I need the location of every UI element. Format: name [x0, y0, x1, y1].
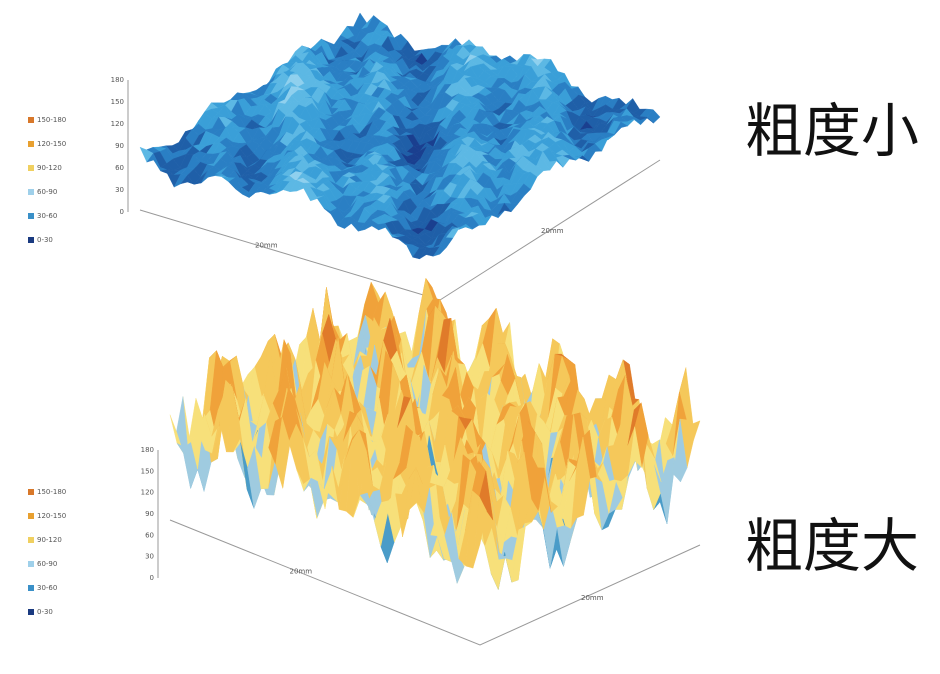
panel-label: 粗度小: [745, 97, 919, 165]
legend-label: 0-30: [37, 236, 53, 244]
legend-label: 60-90: [37, 560, 57, 568]
legend-swatch: [28, 609, 34, 615]
page: {"panels": [ {"label": "粗度小", "legend": …: [0, 0, 940, 674]
legend-swatch: [28, 237, 34, 243]
legend-swatch: [28, 513, 34, 519]
legend-label: 0-30: [37, 608, 53, 616]
z-tick-label: 0: [120, 208, 124, 216]
figure: 0 30 60 90 120 150 180 20mm 20mm 150-180 120-150 90…: [0, 0, 940, 674]
legend-label: 60-90: [37, 188, 57, 196]
z-tick-label: 150: [141, 467, 154, 475]
surface-plot: 0 30 60 90 120 150 180 20mm 20mm 150-180 120-150 90…: [28, 278, 919, 645]
legend-swatch: [28, 489, 34, 495]
legend-swatch: [28, 141, 34, 147]
z-tick-label: 180: [141, 446, 154, 454]
z-tick-label: 120: [141, 489, 154, 497]
z-tick-label: 0: [150, 574, 154, 582]
legend-label: 90-120: [37, 536, 62, 544]
legend-label: 30-60: [37, 212, 57, 220]
legend-swatch: [28, 561, 34, 567]
legend-swatch: [28, 165, 34, 171]
legend-swatch: [28, 537, 34, 543]
legend-label: 30-60: [37, 584, 57, 592]
axis-label: 20mm: [255, 242, 278, 250]
z-tick-label: 90: [115, 142, 124, 150]
axis-label: 20mm: [290, 567, 313, 575]
panel-label: 粗度大: [745, 512, 919, 580]
legend-label: 150-180: [37, 488, 66, 496]
z-tick-label: 30: [115, 186, 124, 194]
legend-label: 150-180: [37, 116, 66, 124]
surface-plot: 0 30 60 90 120 150 180 20mm 20mm 150-180 120-150 90…: [28, 13, 919, 300]
legend-swatch: [28, 189, 34, 195]
z-tick-label: 30: [145, 553, 154, 561]
z-tick-label: 90: [145, 510, 154, 518]
z-tick-label: 60: [115, 164, 124, 172]
z-tick-label: 120: [111, 120, 124, 128]
z-tick-label: 180: [111, 76, 124, 84]
z-tick-label: 150: [111, 98, 124, 106]
legend-label: 120-150: [37, 140, 66, 148]
legend-swatch: [28, 585, 34, 591]
legend-swatch: [28, 117, 34, 123]
legend-label: 120-150: [37, 512, 66, 520]
legend-label: 90-120: [37, 164, 62, 172]
axis-label: 20mm: [541, 227, 564, 235]
legend-swatch: [28, 213, 34, 219]
z-tick-label: 60: [145, 531, 154, 539]
axis-label: 20mm: [581, 594, 604, 602]
